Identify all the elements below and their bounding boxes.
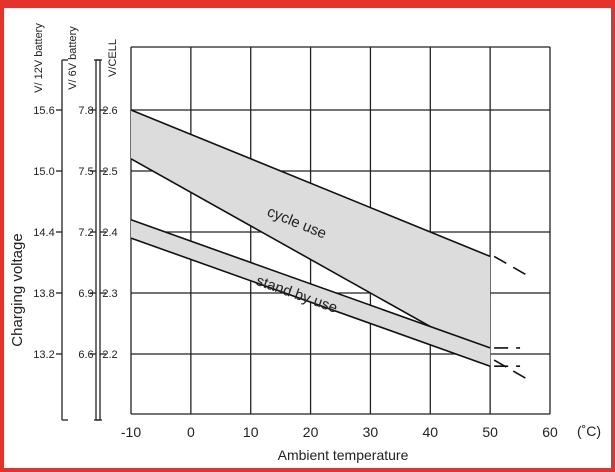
x-tick-label: 20 (303, 424, 319, 440)
y-axes: 15.6 15.0 14.4 13.8 13.2 V/ 12V battery 7.8 7.5… (33, 23, 119, 421)
x-tick-labels: -10 0 10 20 30 40 50 60 (121, 424, 558, 440)
x-tick-label: -10 (121, 424, 141, 440)
y-tick-label: 6.9 (78, 288, 93, 300)
y-tick-label: 7.5 (78, 166, 93, 178)
y-axis-title: V/ 6V battery (67, 26, 79, 90)
y-tick-label: 7.8 (78, 105, 93, 117)
y-axis-title: V/CELL (107, 39, 119, 77)
x-tick-label: 10 (243, 424, 259, 440)
y-tick-label: 15.6 (33, 105, 54, 117)
y-tick-label: 2.6 (102, 105, 117, 117)
y-tick-label: 2.3 (102, 288, 117, 300)
x-tick-label: 50 (482, 424, 498, 440)
red-top-band (0, 0, 615, 8)
y-tick-label: 6.6 (78, 349, 93, 361)
y-tick-label: 14.4 (33, 227, 54, 239)
band-upper-line (130, 109, 491, 258)
x-tick-label: 40 (422, 424, 438, 440)
y-tick-label: 13.8 (33, 288, 54, 300)
y-tick-label: 13.2 (33, 349, 54, 361)
band-cycle-use (131, 110, 491, 361)
x-tick-label: 30 (363, 424, 379, 440)
band-lower-line (130, 237, 491, 367)
y-tick-label: 2.2 (102, 349, 117, 361)
x-tick-label: 60 (542, 424, 558, 440)
y-axis-title: V/ 12V battery (33, 23, 45, 93)
extrapolation-dash (493, 255, 527, 276)
y-tick-label: 7.2 (78, 227, 93, 239)
band-stand-by-use (131, 219, 491, 367)
extrapolation-dashes (493, 255, 527, 380)
x-tick-label: 0 (187, 424, 195, 440)
y-tick-label: 15.0 (33, 166, 54, 178)
extrapolation-dash (493, 359, 527, 380)
x-axis-label: Ambient temperature (278, 447, 409, 463)
x-axis-unit: (˚C) (577, 423, 601, 439)
y-axis-label: Charging voltage (9, 233, 26, 346)
y-tick-label: 2.5 (102, 166, 117, 178)
y-tick-label: 2.4 (102, 227, 117, 239)
band-upper-line (130, 219, 491, 349)
